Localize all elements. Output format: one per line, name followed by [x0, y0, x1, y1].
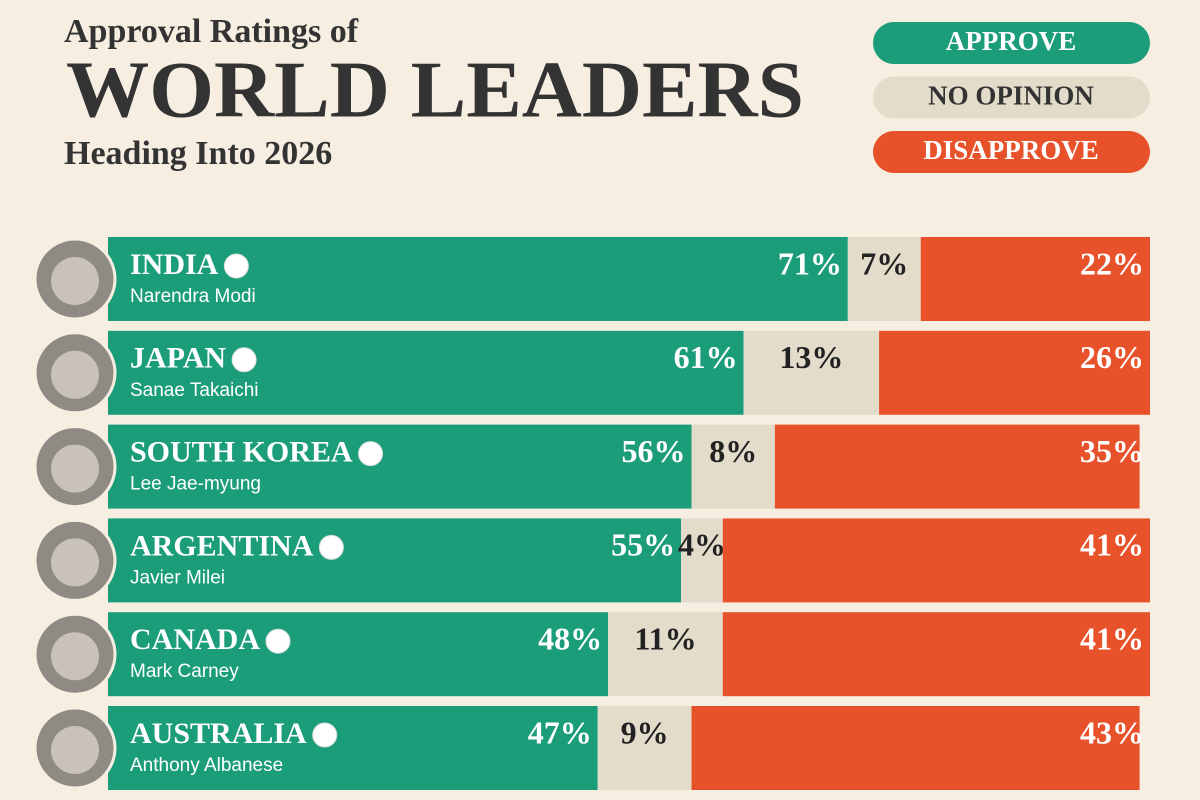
subtitle: Heading Into 2026 [64, 135, 332, 172]
value-label: 35% [1080, 433, 1144, 469]
portrait-face [51, 257, 99, 305]
value-label: 41% [1080, 621, 1144, 657]
chart-title: WORLD LEADERS [66, 46, 804, 134]
value-label: 11% [634, 621, 696, 657]
leader-label: Mark Carney [130, 661, 239, 682]
value-label: 22% [1080, 245, 1144, 281]
bar-segment [722, 518, 1150, 603]
leader-label: Anthony Albanese [130, 755, 283, 776]
legend-label: DISAPPROVE [923, 135, 1099, 165]
legend-swatch [873, 76, 1150, 119]
bar-segment [108, 237, 848, 321]
value-label: 8% [709, 433, 757, 469]
bar-segment [597, 706, 692, 790]
country-label: CANADA [130, 623, 260, 656]
leader-label: Sanae Takaichi [130, 380, 259, 401]
country-label: SOUTH KOREA [130, 435, 353, 468]
portrait-face [51, 726, 99, 774]
bar-segment [108, 518, 682, 603]
legend-label: APPROVE [946, 26, 1077, 56]
portrait-face [51, 350, 99, 399]
bar-segment [774, 424, 1140, 509]
flag [265, 628, 291, 654]
legend-swatch [873, 22, 1150, 64]
value-label: 43% [1080, 714, 1144, 750]
bar-segment [108, 706, 598, 790]
flag [231, 347, 257, 373]
value-label: 4% [678, 527, 726, 563]
flag [223, 253, 249, 279]
bar-segment [920, 237, 1150, 321]
value-label: 7% [860, 245, 908, 281]
bar-segment [608, 612, 723, 697]
bar-segment [681, 518, 723, 603]
leader-label: Narendra Modi [130, 286, 256, 307]
bar-segment [691, 706, 1140, 790]
flag [318, 534, 344, 560]
value-label: 71% [778, 245, 842, 281]
country-label: AUSTRALIA [130, 717, 307, 750]
legend-label: NO OPINION [928, 81, 1094, 111]
flag [358, 441, 384, 467]
bar-segment [108, 330, 744, 415]
value-label: 47% [528, 714, 592, 750]
value-label: 61% [674, 339, 738, 375]
legend-swatch [873, 131, 1150, 173]
value-label: 56% [622, 433, 686, 469]
value-label: 48% [538, 621, 602, 657]
bar-segment [722, 612, 1150, 697]
bar-segment [847, 237, 921, 321]
value-label: 26% [1080, 339, 1144, 375]
value-label: 13% [779, 339, 843, 375]
portrait-face [51, 632, 99, 681]
value-label: 55% [611, 527, 675, 563]
portrait-face [51, 538, 99, 587]
kicker: Approval Ratings of [64, 13, 359, 50]
country-label: INDIA [130, 248, 219, 281]
portrait-face [51, 444, 99, 493]
flag [312, 722, 338, 748]
bar-segment [743, 330, 880, 415]
value-label: 9% [621, 714, 669, 750]
country-label: ARGENTINA [130, 529, 314, 562]
bar-segment [691, 424, 775, 509]
bar-segment [879, 330, 1150, 415]
leader-label: Lee Jae-myung [130, 474, 261, 495]
country-label: JAPAN [130, 342, 226, 375]
bar-segment [108, 424, 692, 509]
leader-label: Javier Milei [130, 567, 225, 588]
value-label: 41% [1080, 527, 1144, 563]
bar-segment [108, 612, 609, 697]
